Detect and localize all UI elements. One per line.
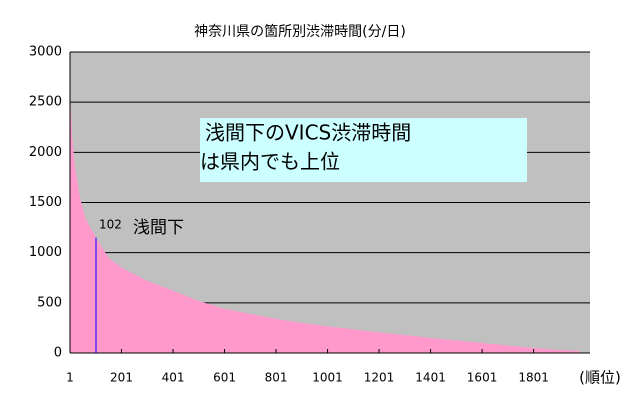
y-tick-label: 1000 (29, 245, 62, 260)
y-tick-label: 3000 (29, 45, 62, 60)
x-tick-label: 1601 (467, 371, 498, 385)
y-tick-label: 2000 (29, 145, 62, 160)
area (70, 92, 580, 353)
x-tick-label: 801 (265, 371, 288, 385)
callout-box (200, 118, 527, 182)
x-tick-label: 1801 (518, 371, 549, 385)
x-tick-label: 1401 (415, 371, 446, 385)
x-tick-label: 1201 (364, 371, 395, 385)
marker-rank: 102 (99, 218, 122, 232)
callout-line: は県内でも上位 (200, 150, 340, 174)
x-axis-label: (順位) (579, 369, 621, 387)
x-tick-label: 401 (162, 371, 185, 385)
marker-label: 浅間下 (133, 218, 184, 238)
chart-title: 神奈川県の箇所別渋滞時間(分/日) (194, 23, 406, 40)
y-tick-label: 1500 (29, 195, 62, 210)
x-tick-label: 1 (66, 371, 74, 385)
y-tick-label: 2500 (29, 95, 62, 110)
y-tick-label: 500 (37, 295, 62, 310)
x-tick-label: 201 (110, 371, 133, 385)
x-tick-label: 1001 (312, 371, 343, 385)
y-tick-label: 0 (54, 346, 62, 361)
x-tick-label: 601 (213, 371, 236, 385)
callout-line: 浅間下のVICS渋滞時間 (205, 121, 411, 145)
